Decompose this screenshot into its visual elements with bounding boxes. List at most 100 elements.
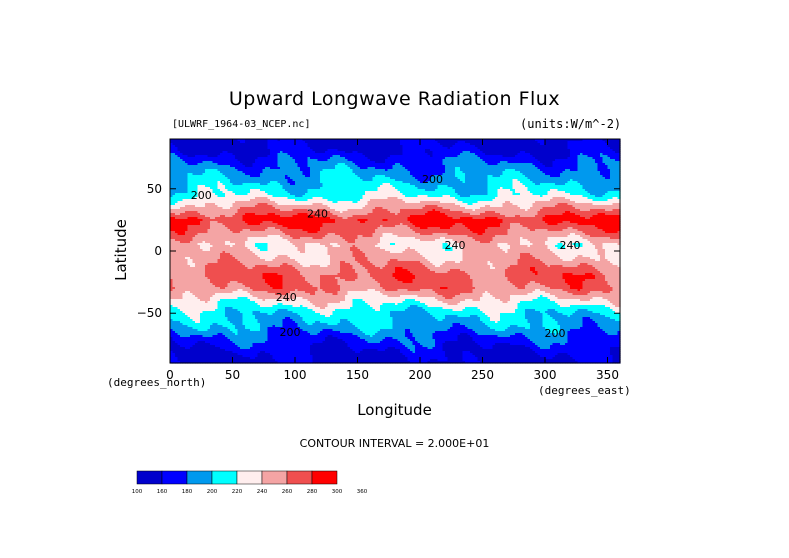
field-cell <box>570 147 574 150</box>
field-cell <box>297 155 301 158</box>
field-cell <box>340 159 344 162</box>
field-cell <box>457 159 461 162</box>
field-cell <box>515 163 519 166</box>
field-cell <box>452 139 456 142</box>
field-cell <box>495 163 499 166</box>
field-cell <box>367 157 371 160</box>
field-cell <box>182 141 186 144</box>
field-cell <box>592 139 596 142</box>
field-cell <box>500 161 504 164</box>
field-cell <box>175 143 179 146</box>
field-cell <box>275 139 279 142</box>
field-cell <box>277 153 281 156</box>
field-cell <box>280 159 284 162</box>
field-cell <box>482 153 486 156</box>
field-cell <box>370 145 374 148</box>
field-cell <box>360 147 364 150</box>
field-cell <box>197 159 201 162</box>
field-cell <box>425 157 429 160</box>
field-cell <box>502 153 506 156</box>
field-cell <box>290 145 294 148</box>
field-cell <box>245 149 249 152</box>
field-cell <box>325 161 329 164</box>
field-cell <box>422 145 426 148</box>
field-cell <box>550 147 554 150</box>
field-cell <box>212 163 216 166</box>
field-cell <box>397 159 401 162</box>
field-cell <box>547 145 551 148</box>
field-cell <box>510 163 514 166</box>
field-cell <box>385 143 389 146</box>
field-cell <box>355 161 359 164</box>
field-cell <box>277 139 281 142</box>
field-cell <box>220 157 224 160</box>
field-cell <box>345 163 349 166</box>
field-cell <box>457 141 461 144</box>
field-cell <box>360 149 364 152</box>
field-cell <box>540 141 544 144</box>
field-cell <box>480 139 484 142</box>
field-cell <box>550 139 554 142</box>
field-cell <box>272 139 276 142</box>
field-cell <box>210 151 214 154</box>
field-cell <box>290 149 294 152</box>
field-cell <box>607 159 611 162</box>
field-cell <box>452 161 456 164</box>
field-cell <box>427 159 431 162</box>
field-cell <box>525 139 529 142</box>
field-cell <box>572 155 576 158</box>
field-cell <box>600 153 604 156</box>
field-cell <box>232 139 236 142</box>
field-cell <box>555 145 559 148</box>
field-cell <box>287 153 291 156</box>
field-cell <box>227 161 231 164</box>
field-cell <box>340 147 344 150</box>
field-cell <box>435 161 439 164</box>
field-cell <box>250 159 254 162</box>
x-axis-label: Longitude <box>0 401 789 419</box>
field-cell <box>280 143 284 146</box>
field-cell <box>477 155 481 158</box>
field-cell <box>385 155 389 158</box>
field-cell <box>327 163 331 166</box>
field-cell <box>395 159 399 162</box>
field-cell <box>260 159 264 162</box>
field-cell <box>545 157 549 160</box>
field-cell <box>375 153 379 156</box>
field-cell <box>290 161 294 164</box>
field-cell <box>362 141 366 144</box>
field-cell <box>420 145 424 148</box>
field-cell <box>210 161 214 164</box>
field-cell <box>417 159 421 162</box>
field-cell <box>450 151 454 154</box>
field-cell <box>372 159 376 162</box>
field-cell <box>295 159 299 162</box>
field-cell <box>605 151 609 154</box>
field-cell <box>377 159 381 162</box>
field-cell <box>575 151 579 154</box>
field-cell <box>192 157 196 160</box>
field-cell <box>300 145 304 148</box>
field-cell <box>352 147 356 150</box>
field-cell <box>290 151 294 154</box>
field-cell <box>555 161 559 164</box>
field-cell <box>542 159 546 162</box>
field-cell <box>220 141 224 144</box>
field-cell <box>470 163 474 166</box>
field-cell <box>480 147 484 150</box>
field-cell <box>337 161 341 164</box>
field-cell <box>482 155 486 158</box>
field-cell <box>512 145 516 148</box>
field-cell <box>395 139 399 142</box>
field-cell <box>205 149 209 152</box>
field-cell <box>227 145 231 148</box>
field-cell <box>360 151 364 154</box>
field-cell <box>207 161 211 164</box>
field-cell <box>267 153 271 156</box>
field-cell <box>227 141 231 144</box>
field-cell <box>380 151 384 154</box>
field-cell <box>480 157 484 160</box>
field-cell <box>370 147 374 150</box>
field-cell <box>405 157 409 160</box>
field-cell <box>420 155 424 158</box>
